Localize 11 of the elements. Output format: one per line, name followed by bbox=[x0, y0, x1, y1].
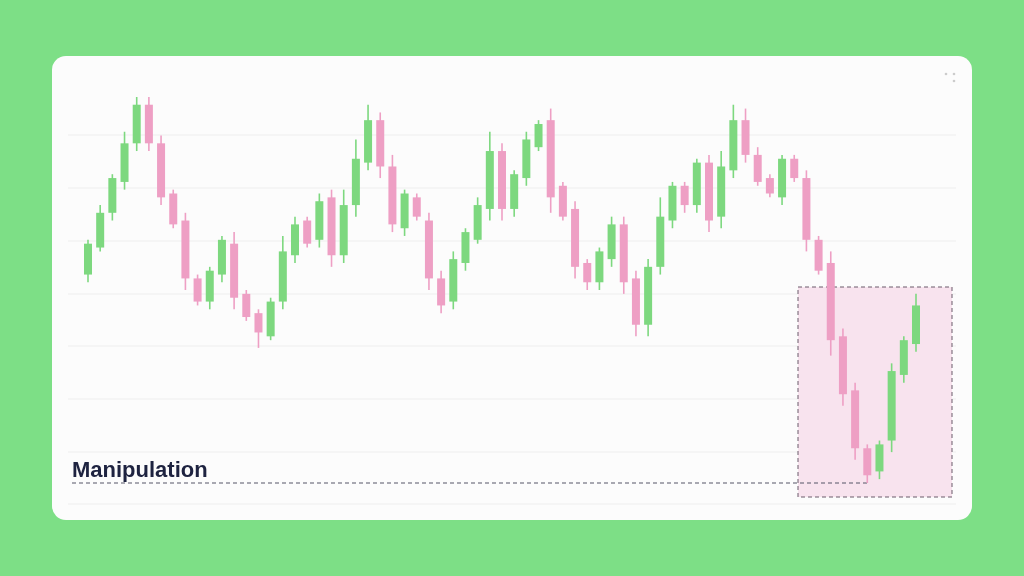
ref-line-label: Manipulation bbox=[72, 457, 208, 482]
candlestick bbox=[193, 273, 202, 307]
candlestick bbox=[583, 258, 592, 291]
candlestick bbox=[303, 215, 312, 249]
candlestick bbox=[765, 173, 774, 199]
candlestick bbox=[242, 289, 251, 322]
candlestick bbox=[534, 119, 543, 152]
candlestick bbox=[790, 154, 799, 183]
candlestick bbox=[254, 308, 263, 349]
candlestick bbox=[412, 192, 421, 222]
candlestick bbox=[680, 181, 689, 214]
